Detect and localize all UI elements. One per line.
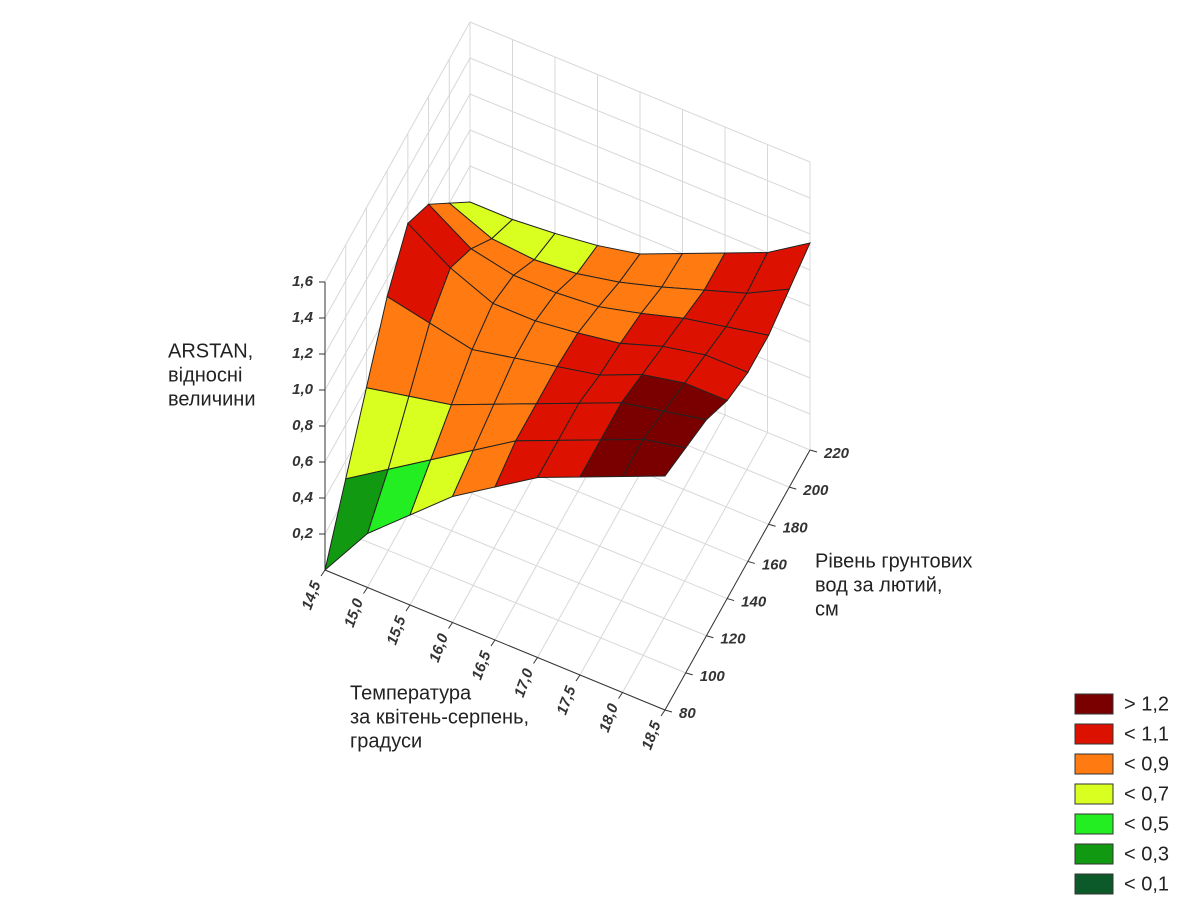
y-tick-label: 200 xyxy=(802,482,829,499)
x-tick xyxy=(448,622,453,629)
y-tick xyxy=(789,486,797,490)
z-tick-label: 1,2 xyxy=(292,345,314,362)
y-tick-label: 140 xyxy=(741,594,767,611)
y-tick-label: 220 xyxy=(823,445,850,462)
surface-cell xyxy=(621,438,687,478)
legend-swatch xyxy=(1074,693,1114,715)
floor-grid-line xyxy=(366,495,707,637)
legend-swatch xyxy=(1074,753,1114,775)
x-tick xyxy=(490,639,496,647)
y-axis-label: Рівень грунтових xyxy=(815,550,972,572)
z-tick-label: 0,6 xyxy=(292,453,314,470)
z-tick-label: 0,2 xyxy=(292,525,314,542)
x-axis-label: за квітень-серпень, xyxy=(350,706,529,728)
legend-label: < 0,5 xyxy=(1124,813,1169,835)
floor-grid-line xyxy=(579,414,726,676)
y-axis-label: вод за лютий, xyxy=(815,574,942,596)
y-tick xyxy=(664,709,673,713)
x-tick xyxy=(618,692,623,699)
wall-grid-line xyxy=(324,21,471,283)
x-tick xyxy=(660,709,666,717)
y-tick xyxy=(685,672,693,676)
z-axis-label: величини xyxy=(168,388,256,410)
y-tick xyxy=(768,523,776,527)
legend-swatch xyxy=(1074,723,1114,745)
y-tick-label: 120 xyxy=(720,631,746,648)
y-tick-label: 160 xyxy=(762,556,788,573)
floor-grid-line xyxy=(345,532,686,674)
y-tick-label: 180 xyxy=(783,519,809,536)
z-axis-label: ARSTAN, xyxy=(168,340,253,362)
z-tick-label: 0,4 xyxy=(292,489,314,506)
y-axis xyxy=(664,449,811,711)
z-axis-label: відносні xyxy=(168,364,242,386)
y-axis-label: см xyxy=(815,598,839,620)
y-tick xyxy=(809,449,818,453)
y-tick xyxy=(747,560,755,564)
floor-grid-line xyxy=(622,432,768,693)
legend-label: < 0,1 xyxy=(1124,873,1169,895)
x-tick xyxy=(405,604,411,612)
x-tick xyxy=(575,674,581,682)
wall-grid-line xyxy=(324,57,471,319)
legend-label: < 0,3 xyxy=(1124,843,1169,865)
z-tick-label: 1,0 xyxy=(292,381,314,398)
legend-swatch xyxy=(1074,843,1114,865)
legend-swatch xyxy=(1074,783,1114,805)
z-tick-label: 1,4 xyxy=(292,309,314,326)
y-tick xyxy=(727,598,735,602)
legend-label: > 1,2 xyxy=(1124,693,1169,715)
y-tick xyxy=(706,635,714,639)
y-tick-label: 100 xyxy=(700,668,726,685)
legend-swatch xyxy=(1074,873,1114,895)
z-tick-label: 0,8 xyxy=(292,417,314,434)
x-axis-label: Температура xyxy=(350,682,472,704)
legend-label: < 1,1 xyxy=(1124,723,1169,745)
legend-label: < 0,9 xyxy=(1124,753,1169,775)
x-tick xyxy=(363,587,368,594)
legend-label: < 0,7 xyxy=(1124,783,1169,805)
x-axis-label: градуси xyxy=(350,730,422,752)
z-tick-label: 1,6 xyxy=(292,273,314,290)
legend-swatch xyxy=(1074,813,1114,835)
wall-grid-line xyxy=(324,93,471,355)
x-tick xyxy=(533,657,538,664)
y-tick-label: 80 xyxy=(679,705,696,722)
